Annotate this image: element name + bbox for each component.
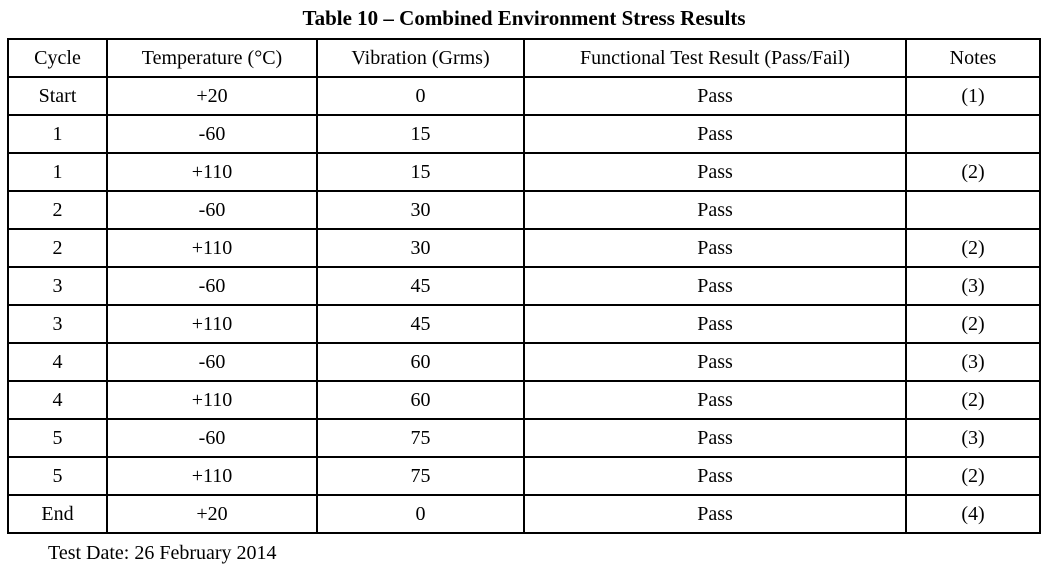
table-title: Table 10 – Combined Environment Stress R…	[302, 6, 746, 30]
cell-test-result: Pass	[523, 456, 907, 496]
table-row: 3 +110 45 Pass (2)	[7, 304, 1041, 344]
cell-notes: (2)	[905, 304, 1041, 344]
cell-vibration: 30	[316, 190, 525, 230]
table-row: 3 -60 45 Pass (3)	[7, 266, 1041, 306]
cell-notes: (2)	[905, 152, 1041, 192]
column-header-vibration: Vibration (Grms)	[316, 38, 525, 78]
cell-temperature: -60	[106, 342, 318, 382]
cell-temperature: -60	[106, 266, 318, 306]
cell-test-result: Pass	[523, 266, 907, 306]
column-header-temperature: Temperature (°C)	[106, 38, 318, 78]
cell-notes	[905, 190, 1041, 230]
cell-temperature: +20	[106, 76, 318, 116]
cell-notes: (3)	[905, 418, 1041, 458]
cell-vibration: 0	[316, 76, 525, 116]
cell-cycle: 3	[7, 304, 108, 344]
table-header: Cycle Temperature (°C) Vibration (Grms) …	[7, 38, 1041, 78]
cell-temperature: -60	[106, 114, 318, 154]
cell-test-result: Pass	[523, 380, 907, 420]
cell-cycle: 4	[7, 342, 108, 382]
cell-vibration: 15	[316, 114, 525, 154]
table-row: 2 +110 30 Pass (2)	[7, 228, 1041, 268]
cell-vibration: 45	[316, 266, 525, 306]
cell-temperature: +110	[106, 152, 318, 192]
cell-vibration: 75	[316, 418, 525, 458]
cell-cycle: Start	[7, 76, 108, 116]
cell-notes: (2)	[905, 456, 1041, 496]
cell-test-result: Pass	[523, 342, 907, 382]
cell-temperature: +110	[106, 456, 318, 496]
cell-test-result: Pass	[523, 76, 907, 116]
table-row: 4 -60 60 Pass (3)	[7, 342, 1041, 382]
cell-vibration: 45	[316, 304, 525, 344]
table-row: 5 -60 75 Pass (3)	[7, 418, 1041, 458]
column-header-notes: Notes	[905, 38, 1041, 78]
table-row: 1 -60 15 Pass	[7, 114, 1041, 154]
cell-cycle: End	[7, 494, 108, 534]
table-row: 1 +110 15 Pass (2)	[7, 152, 1041, 192]
cell-notes: (2)	[905, 380, 1041, 420]
cell-temperature: +110	[106, 228, 318, 268]
cell-cycle: 5	[7, 456, 108, 496]
column-header-cycle: Cycle	[7, 38, 108, 78]
cell-test-result: Pass	[523, 418, 907, 458]
cell-notes: (2)	[905, 228, 1041, 268]
column-header-functional-test-result: Functional Test Result (Pass/Fail)	[523, 38, 907, 78]
table-row: Start +20 0 Pass (1)	[7, 76, 1041, 116]
cell-test-result: Pass	[523, 304, 907, 344]
cell-vibration: 75	[316, 456, 525, 496]
cell-temperature: -60	[106, 418, 318, 458]
cell-cycle: 3	[7, 266, 108, 306]
cell-notes: (4)	[905, 494, 1041, 534]
cell-test-result: Pass	[523, 152, 907, 192]
cell-vibration: 60	[316, 342, 525, 382]
test-date-note: Test Date: 26 February 2014	[48, 542, 277, 564]
cell-notes: (3)	[905, 266, 1041, 306]
cell-notes: (1)	[905, 76, 1041, 116]
cell-temperature: +110	[106, 380, 318, 420]
header-row: Cycle Temperature (°C) Vibration (Grms) …	[7, 38, 1041, 78]
cell-temperature: +20	[106, 494, 318, 534]
cell-test-result: Pass	[523, 228, 907, 268]
cell-temperature: +110	[106, 304, 318, 344]
cell-test-result: Pass	[523, 190, 907, 230]
cell-vibration: 60	[316, 380, 525, 420]
cell-notes	[905, 114, 1041, 154]
cell-temperature: -60	[106, 190, 318, 230]
cell-notes: (3)	[905, 342, 1041, 382]
table-row: 4 +110 60 Pass (2)	[7, 380, 1041, 420]
cell-cycle: 5	[7, 418, 108, 458]
table-row: 5 +110 75 Pass (2)	[7, 456, 1041, 496]
cell-cycle: 1	[7, 152, 108, 192]
cell-cycle: 4	[7, 380, 108, 420]
stress-table-body: Start +20 0 Pass (1) 1 -60 15 Pass 1 +110 15 Pass (2)…	[7, 76, 1041, 534]
cell-test-result: Pass	[523, 494, 907, 534]
table-row: 2 -60 30 Pass	[7, 190, 1041, 230]
table-row: End +20 0 Pass (4)	[7, 494, 1041, 534]
cell-cycle: 2	[7, 190, 108, 230]
cell-vibration: 0	[316, 494, 525, 534]
cell-vibration: 15	[316, 152, 525, 192]
stress-results-table: Cycle Temperature (°C) Vibration (Grms) …	[7, 38, 1041, 534]
cell-test-result: Pass	[523, 114, 907, 154]
cell-cycle: 2	[7, 228, 108, 268]
cell-cycle: 1	[7, 114, 108, 154]
cell-vibration: 30	[316, 228, 525, 268]
